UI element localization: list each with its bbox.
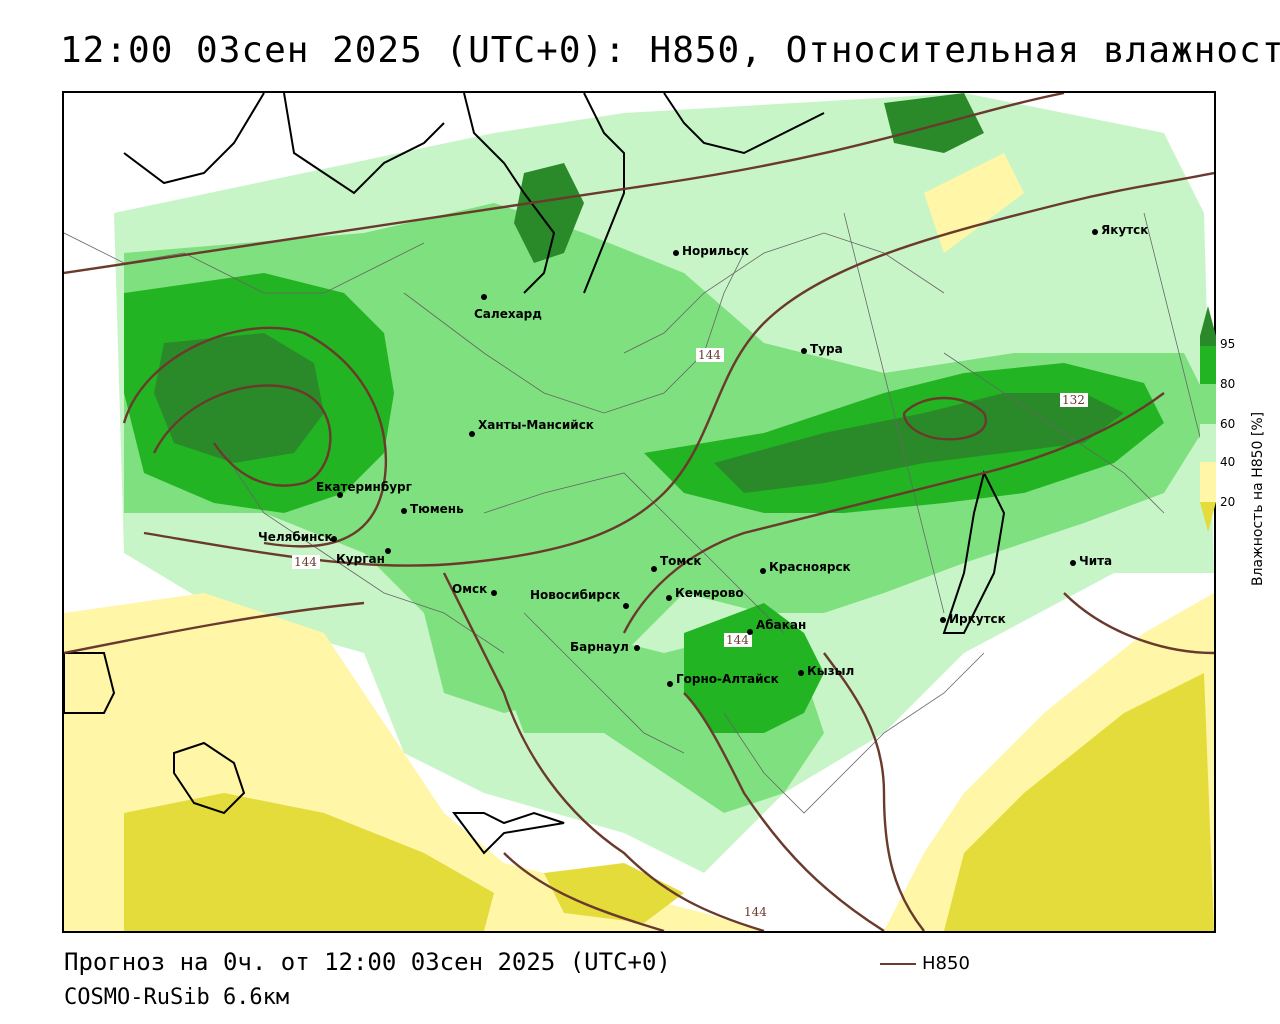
colorbar-top-arrow — [1200, 306, 1216, 336]
h850-contour — [902, 396, 988, 441]
h850-contour — [622, 392, 1165, 634]
humidity-area-20-40 — [924, 153, 1024, 253]
city-tomsk: Томск — [651, 554, 702, 572]
svg-text:Омск: Омск — [452, 582, 487, 596]
svg-text:Норильск: Норильск — [682, 244, 749, 258]
colorbar-tick: 60 — [1220, 417, 1235, 431]
svg-text:Тура: Тура — [810, 342, 843, 356]
contour-labels: 144 144 144 132 144 — [292, 348, 1088, 919]
contour-label: 144 — [742, 905, 770, 919]
svg-text:Екатеринбург: Екатеринбург — [316, 480, 412, 494]
city-norilsk: Норильск — [673, 244, 749, 258]
svg-text:144: 144 — [294, 555, 317, 569]
page-title: 12:00 03сен 2025 (UTC+0): H850, Относите… — [60, 30, 1280, 71]
city-gorno-altaysk: Горно-Алтайск — [667, 672, 779, 687]
humidity-area-above-95 — [714, 393, 1124, 493]
h850-contour — [442, 572, 765, 931]
city-barnaul: Барнаул — [570, 640, 640, 654]
city-yakutsk: Якутск — [1092, 223, 1148, 237]
colorbar: 95 80 60 40 20 — [1198, 306, 1280, 606]
city-tyumen: Тюмень — [401, 502, 464, 516]
colorbar-95-band — [1200, 336, 1216, 346]
h850-contour — [503, 852, 665, 931]
svg-text:Иркутск: Иркутск — [949, 612, 1006, 626]
city-tura: Тура — [801, 342, 843, 356]
h850-contour — [683, 692, 885, 931]
colorbar-scale: 95 80 60 40 20 — [1200, 306, 1235, 532]
contour-label: 132 — [1060, 393, 1088, 407]
humidity-area-below-20 — [124, 793, 494, 931]
h850-line-swatch — [880, 962, 916, 965]
svg-text:Барнаул: Барнаул — [570, 640, 629, 654]
h850-contour — [152, 384, 332, 487]
city-kemerovo: Кемерово — [666, 586, 744, 601]
cities: Норильск Якутск Салехард Тура Ханты-Манс… — [258, 223, 1148, 687]
humidity-area-below-20 — [544, 863, 684, 923]
colorbar-20-40-band — [1200, 462, 1216, 502]
svg-text:144: 144 — [744, 905, 767, 919]
map-panel[interactable]: 144 144 144 132 144 Норильск Якутск — [62, 91, 1216, 933]
svg-text:Якутск: Якутск — [1101, 223, 1148, 237]
city-novosibirsk: Новосибирск — [530, 588, 629, 609]
humidity-map[interactable]: 144 144 144 132 144 Норильск Якутск — [64, 93, 1214, 931]
colorbar-tick: 40 — [1220, 455, 1235, 469]
city-chelyabinsk: Челябинск — [258, 530, 337, 544]
city-abakan: Абакан — [747, 618, 806, 635]
svg-text:Ханты-Мансийск: Ханты-Мансийск — [478, 418, 594, 432]
humidity-area-above-95 — [514, 163, 584, 263]
h850-contour — [1063, 592, 1214, 655]
line-legend: H850 — [880, 953, 970, 974]
forecast-info: Прогноз на 0ч. от 12:00 03сен 2025 (UTC+… — [64, 948, 671, 976]
colorbar-bottom-arrow — [1200, 502, 1216, 532]
svg-text:Томск: Томск — [660, 554, 702, 568]
city-irkutsk: Иркутск — [940, 612, 1006, 626]
contour-label: 144 — [292, 555, 320, 569]
region-borders — [64, 212, 1205, 814]
h850-contour — [823, 652, 925, 931]
humidity-area-80-95 — [684, 603, 824, 733]
svg-text:144: 144 — [698, 348, 721, 362]
colorbar-tick: 95 — [1220, 337, 1235, 351]
humidity-area-below-20 — [944, 673, 1214, 931]
svg-text:Абакан: Абакан — [756, 618, 806, 632]
city-krasnoyarsk: Красноярск — [760, 560, 851, 574]
contour-label: 144 — [724, 633, 752, 647]
svg-text:Кызыл: Кызыл — [807, 664, 854, 678]
svg-text:144: 144 — [726, 633, 749, 647]
svg-text:Тюмень: Тюмень — [410, 502, 464, 516]
humidity-area-above-95 — [154, 333, 324, 463]
colorbar-60-80-band — [1200, 384, 1216, 424]
h850-contour — [122, 326, 388, 548]
city-chita: Чита — [1070, 554, 1112, 568]
city-kyzyl: Кызыл — [798, 664, 854, 678]
svg-text:Салехард: Салехард — [474, 307, 542, 321]
coastline — [64, 93, 1006, 855]
svg-text:Горно-Алтайск: Горно-Алтайск — [676, 672, 779, 686]
city-omsk: Омск — [452, 582, 497, 596]
colorbar-80-95-band — [1200, 346, 1216, 384]
humidity-area-above-95 — [884, 93, 984, 153]
colorbar-tick: 80 — [1220, 377, 1235, 391]
h850-contour — [64, 93, 1065, 275]
city-khanty-mansiysk: Ханты-Мансийск — [469, 418, 594, 437]
colorbar-title: Влажность на H850 [%] — [1250, 411, 1266, 586]
svg-text:Курган: Курган — [336, 552, 385, 566]
h850-contour — [143, 171, 1214, 567]
city-salekhard: Салехард — [474, 294, 542, 321]
svg-text:132: 132 — [1062, 393, 1085, 407]
svg-text:Красноярск: Красноярск — [769, 560, 851, 574]
svg-text:Кемерово: Кемерово — [675, 586, 744, 600]
svg-text:Чита: Чита — [1079, 554, 1112, 568]
svg-text:Челябинск: Челябинск — [258, 530, 333, 544]
h850-contour — [64, 601, 365, 655]
colorbar-40-60-band — [1200, 424, 1216, 462]
model-info: COSMO-RuSib 6.6км — [64, 985, 290, 1010]
colorbar-tick: 20 — [1220, 495, 1235, 509]
h850-line-label: H850 — [922, 953, 970, 974]
h850-contours — [64, 93, 1214, 931]
svg-text:Новосибирск: Новосибирск — [530, 588, 620, 602]
city-yekaterinburg: Екатеринбург — [316, 480, 412, 498]
contour-label: 144 — [696, 348, 724, 362]
city-kurgan: Курган — [336, 548, 391, 566]
